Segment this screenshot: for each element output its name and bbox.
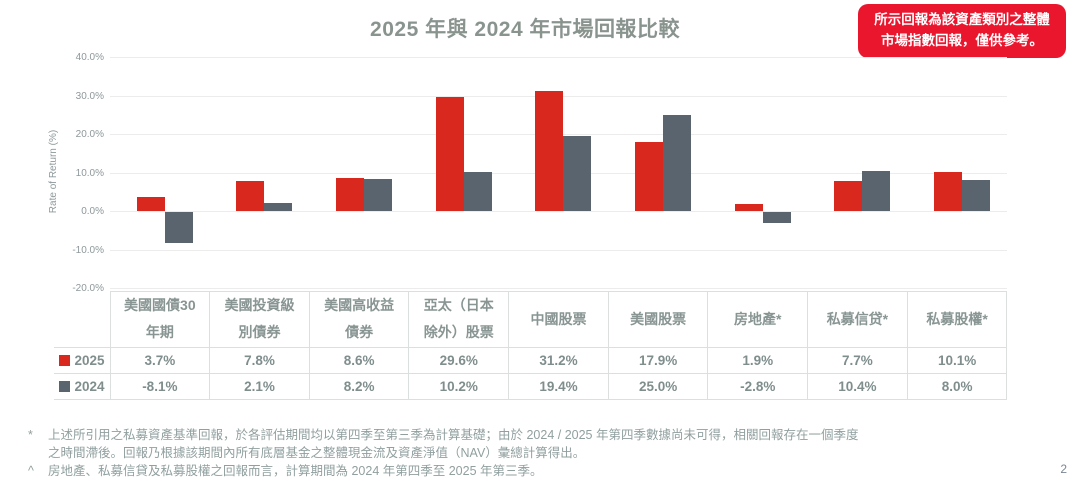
table-row-2024: 2024 -8.1% 2.1% 8.2% 10.2% 19.4% 25.0% -2.8% 10.…	[54, 372, 1008, 400]
y-tick-label: 0.0%	[81, 206, 104, 217]
gridline--10	[110, 249, 1007, 251]
footnote-marker: ^	[28, 464, 34, 478]
disclaimer-line-2: 市場指數回報，僅供參考。	[881, 32, 1043, 48]
disclaimer-badge: 所示回報為該資產類別之整體 市場指數回報，僅供參考。	[858, 4, 1066, 58]
value-cell-2024-7: 10.4%	[807, 372, 908, 400]
bar-2025-2	[336, 177, 365, 211]
bar-2025-4	[535, 90, 564, 211]
bar-group-0	[110, 57, 210, 288]
y-tick-label: 20.0%	[75, 129, 104, 140]
value-cell-2024-4: 19.4%	[508, 372, 609, 400]
value-cell-2025-6: 1.9%	[707, 346, 809, 374]
bar-2025-8	[934, 172, 963, 211]
value-cell-2025-1: 7.8%	[209, 346, 310, 374]
bar-group-4	[509, 57, 609, 288]
bar-group-5	[608, 57, 708, 288]
bar-2025-0	[136, 196, 165, 211]
column-header-2: 美國高收益 債券	[308, 291, 410, 348]
column-header-0: 美國國債30 年期	[109, 291, 211, 348]
chart-y-axis: 40.0% 30.0% 20.0% 10.0% 0.0% -10.0% -20.0%	[0, 52, 104, 294]
footnote-marker: *	[28, 428, 33, 442]
bar-group-3	[409, 57, 509, 288]
y-tick-label: 40.0%	[75, 52, 104, 63]
footnote-0-line-1: 之時間滯後。回報乃根據該期間內所有底層基金之整體現金流及資產淨值（NAV）彙總計…	[28, 444, 1062, 462]
footnote-text: 之時間滯後。回報乃根據該期間內所有底層基金之整體現金流及資產淨值（NAV）彙總計…	[48, 446, 586, 460]
bar-2025-5	[635, 142, 664, 211]
page-title: 2025 年與 2024 年市場回報比較	[370, 18, 680, 41]
bar-2024-4	[563, 136, 592, 211]
value-cell-2025-8: 10.1%	[906, 346, 1008, 374]
column-header-4: 中國股票	[508, 291, 609, 348]
chart-y-axis-title: Rate of Return (%)	[48, 129, 59, 214]
column-header-3: 亞太（日本 除外）股票	[408, 291, 510, 348]
value-cell-2024-1: 2.1%	[209, 372, 310, 400]
column-header-1: 美國投資級 別債券	[209, 291, 310, 348]
bar-2024-3	[463, 171, 492, 211]
column-header-5: 美國股票	[607, 291, 709, 348]
footnotes: * 上述所引用之私募資產基準回報，於各評估期間均以第四季至第三季為計算基礎；由於 …	[28, 426, 1062, 480]
column-header-7: 私募信贷*	[807, 291, 908, 348]
column-header-8: 私募股權*	[906, 291, 1008, 348]
footnote-1-line-0: ^ 房地產、私募信貸及私募股權之回報而言，計算期間為 2024 年第四季至 202…	[28, 462, 1062, 480]
bar-group-8	[907, 57, 1007, 288]
footnote-text: 房地產、私募信貸及私募股權之回報而言，計算期間為 2024 年第四季至 2025…	[48, 464, 543, 478]
legend-swatch-2024	[59, 380, 71, 392]
legend-cell-2025: 2025	[54, 346, 111, 374]
value-cell-2025-4: 31.2%	[508, 346, 609, 374]
y-tick-label: 10.0%	[75, 167, 104, 179]
bar-2024-8	[962, 180, 991, 211]
returns-table: 美國國債30 年期 美國投資級 別債券 美國高收益 債券 亞太（日本 除外）股票 中國股…	[54, 291, 1008, 400]
bar-2024-7	[862, 170, 891, 211]
bar-2024-6	[762, 212, 791, 223]
gridline-40	[110, 57, 1007, 58]
table-corner-cell	[54, 291, 111, 348]
bar-2025-3	[435, 97, 464, 211]
y-tick-label: 30.0%	[75, 90, 104, 102]
bar-2025-6	[734, 203, 763, 211]
bar-2024-5	[663, 114, 692, 211]
bar-group-7	[808, 57, 908, 288]
value-cell-2024-6: -2.8%	[707, 372, 809, 400]
gridline-0	[110, 211, 1007, 212]
value-cell-2025-7: 7.7%	[807, 346, 908, 374]
bar-chart-plot-area	[110, 57, 1007, 289]
disclaimer-line-1: 所示回報為該資產類別之整體	[874, 12, 1050, 27]
table-row-2025: 2025 3.7% 7.8% 8.6% 29.6% 31.2% 17.9% 1.9% 7.7% 1…	[54, 346, 1008, 374]
page-number: 2	[1060, 462, 1067, 476]
bar-2025-7	[834, 181, 863, 211]
value-cell-2025-0: 3.7%	[109, 346, 211, 374]
value-cell-2025-3: 29.6%	[408, 346, 510, 374]
column-header-6: 房地產*	[707, 291, 809, 348]
value-cell-2024-5: 25.0%	[607, 372, 709, 400]
footnote-marker	[28, 444, 48, 462]
value-cell-2025-5: 17.9%	[607, 346, 709, 374]
bar-2024-0	[164, 212, 193, 244]
value-cell-2024-3: 10.2%	[408, 372, 510, 400]
value-cell-2024-2: 8.2%	[308, 372, 410, 400]
legend-swatch-2025	[59, 354, 71, 366]
bar-group-6	[708, 57, 808, 288]
bar-2025-1	[236, 180, 265, 211]
value-cell-2025-2: 8.6%	[308, 346, 410, 374]
bar-2024-2	[364, 179, 393, 211]
value-cell-2024-8: 8.0%	[906, 372, 1008, 400]
y-tick-label: -10.0%	[72, 244, 104, 256]
bar-2024-1	[264, 202, 293, 211]
bar-group-1	[210, 57, 310, 288]
gridline--20	[110, 288, 1007, 289]
bar-group-2	[309, 57, 409, 288]
legend-cell-2024: 2024	[54, 372, 111, 400]
footnote-0-line-0: * 上述所引用之私募資產基準回報，於各評估期間均以第四季至第三季為計算基礎；由於 …	[28, 426, 1062, 444]
y-tick-label: -20.0%	[72, 283, 104, 294]
footnote-text: 上述所引用之私募資產基準回報，於各評估期間均以第四季至第三季為計算基礎；由於 2…	[48, 428, 859, 442]
value-cell-2024-0: -8.1%	[109, 372, 211, 400]
